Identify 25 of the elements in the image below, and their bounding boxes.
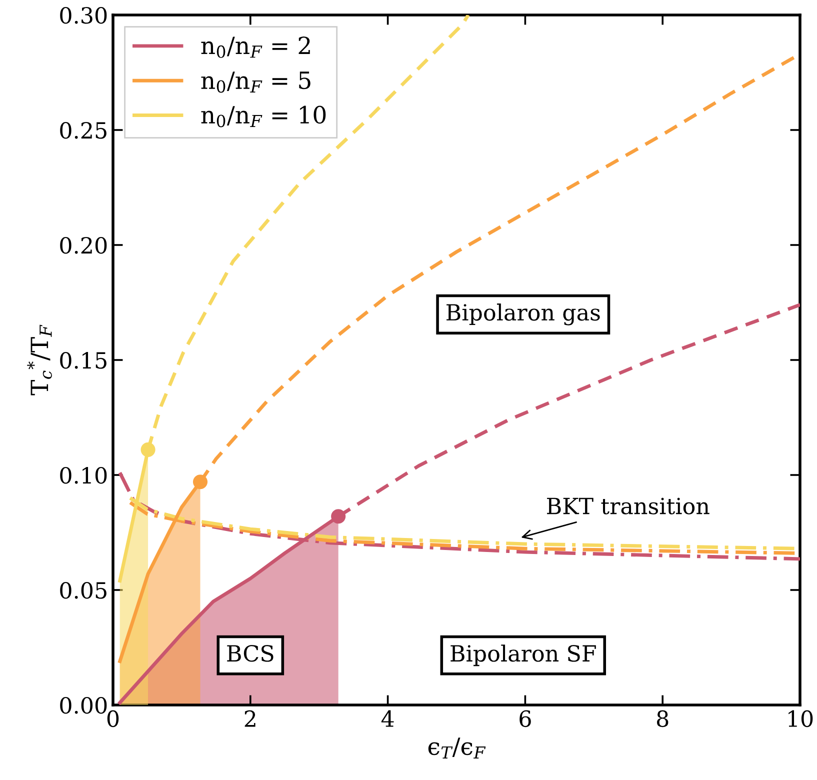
x-axis-title: ϵ$_{T}$/ϵ$_{F}$: [428, 738, 486, 759]
x-tick-label: 10: [788, 710, 813, 728]
annotation: BKT transition: [547, 498, 710, 514]
annotation: Bipolaron SF: [450, 644, 596, 666]
y-tick-label: 0.15: [60, 352, 106, 369]
y-tick-label: 0.05: [60, 582, 106, 599]
y-tick-label: 0.30: [60, 6, 107, 24]
x-tick-label: 6: [520, 710, 531, 728]
legend-label: n$_{0}$/n$_{F}$ = 5: [201, 72, 310, 93]
point: [331, 509, 346, 524]
x-tick-label: 2: [244, 710, 256, 727]
x-tick-label: 4: [381, 710, 394, 727]
point: [140, 442, 156, 457]
annotation: BCS: [227, 644, 274, 662]
legend-label: n$_{0}$/n$_{F}$ = 10: [201, 106, 326, 128]
y-tick-label: 0.00: [60, 696, 107, 714]
annotation: Bipolaron gas: [446, 304, 600, 326]
legend-label: n$_{0}$/n$_{F}$ = 2: [201, 36, 310, 58]
y-tick-label: 0.25: [60, 122, 106, 139]
x-tick-label: 0: [107, 710, 119, 728]
y-tick-label: 0.10: [60, 466, 107, 484]
y-axis-title: T$_{c}$$^{*}$/T$_{F}$: [27, 324, 52, 396]
point: [192, 474, 208, 490]
x-tick-label: 8: [657, 710, 668, 728]
y-tick-label: 0.20: [60, 236, 107, 254]
